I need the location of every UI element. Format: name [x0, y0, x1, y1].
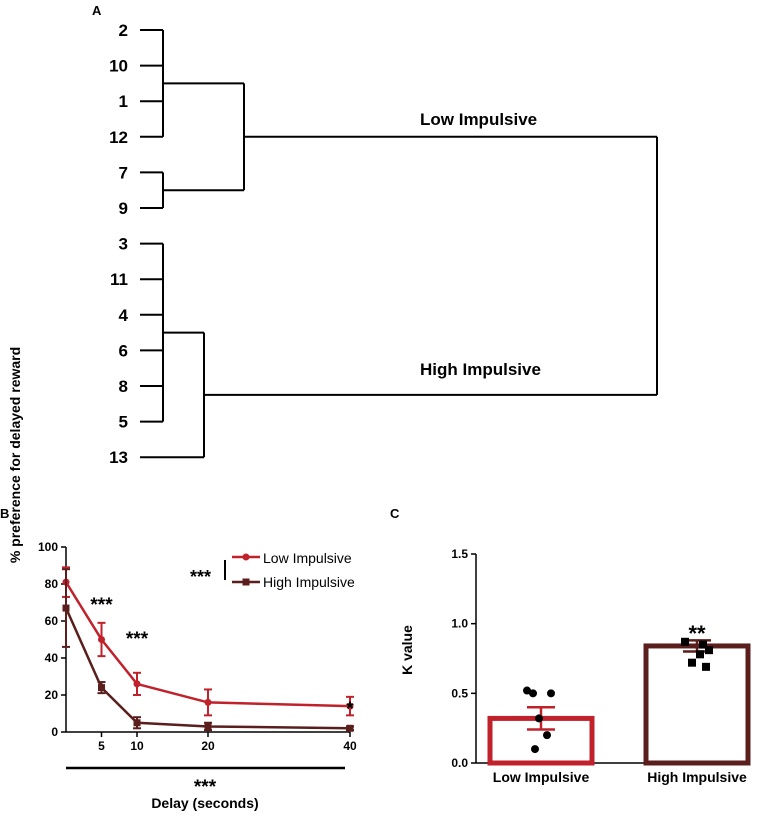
- x-tick-label: 20: [201, 739, 215, 753]
- y-tick-label-c: 0.5: [451, 686, 468, 700]
- leaf-label: 1: [119, 92, 128, 111]
- y-tick-label-c: 1.0: [451, 617, 468, 631]
- legend-marker-high: [242, 578, 250, 586]
- leaf-label: 9: [119, 199, 128, 218]
- significance-annotation: *: [346, 699, 354, 720]
- leaf-label: 6: [119, 341, 128, 360]
- data-point-c: [699, 640, 707, 649]
- data-point-c: [688, 658, 696, 667]
- leaf-label: 7: [119, 163, 128, 182]
- leaf-label: 5: [119, 413, 128, 432]
- leaf-label: 12: [109, 128, 128, 147]
- data-point-c: [523, 686, 531, 695]
- y-tick-label-c: 1.5: [451, 547, 468, 561]
- data-point-c: [705, 646, 713, 655]
- data-point: [133, 680, 141, 688]
- y-tick-label-c: 0.0: [451, 756, 468, 770]
- leaf-label: 10: [109, 57, 128, 76]
- y-tick-label: 100: [38, 540, 58, 554]
- leaf-label: 13: [109, 448, 128, 467]
- legend-label-high: High Impulsive: [263, 574, 355, 590]
- legend-marker-low: [242, 553, 250, 561]
- significance-annotation: ***: [90, 595, 113, 616]
- data-point-c: [529, 689, 537, 698]
- x-category-label: High Impulsive: [647, 769, 747, 785]
- legend-label-low: Low Impulsive: [263, 550, 352, 566]
- data-point-c: [696, 650, 704, 659]
- data-point-c: [535, 714, 543, 723]
- panel-label-b: B: [0, 506, 9, 521]
- data-point: [346, 702, 354, 710]
- cluster-label-low: Low Impulsive: [420, 110, 537, 129]
- x-tick-label: 40: [343, 739, 357, 753]
- y-tick-label: 0: [51, 725, 58, 739]
- x-axis-label: Delay (seconds): [151, 795, 258, 811]
- y-tick-label: 40: [45, 651, 59, 665]
- data-point-c: [547, 689, 555, 698]
- data-point: [204, 722, 212, 730]
- data-point-c: [702, 662, 710, 671]
- y-tick-label: 80: [45, 577, 59, 591]
- y-tick-label: 60: [45, 614, 59, 628]
- dendrogram: Low Impulsive High Impulsive 2 10 1 12 7 9 3 11…: [109, 21, 658, 467]
- data-point-c: [681, 637, 689, 646]
- x-category-label: Low Impulsive: [493, 769, 590, 785]
- data-point: [98, 636, 105, 643]
- data-point: [98, 684, 105, 692]
- data-point: [133, 719, 141, 727]
- y-axis-label-c: K value: [399, 625, 415, 675]
- x-tick-label: 5: [98, 739, 105, 753]
- legend-significance: ***: [190, 567, 211, 587]
- data-point: [346, 724, 354, 732]
- leaf-label: 8: [119, 377, 128, 396]
- leaf-label: 3: [119, 235, 128, 254]
- significance-annotation: ***: [126, 629, 149, 650]
- leaf-label: 2: [119, 21, 128, 40]
- data-point: [62, 604, 70, 612]
- panel-label-c: C: [390, 506, 400, 521]
- bar: [643, 643, 751, 766]
- data-point-c: [531, 745, 539, 754]
- x-tick-label: 10: [130, 739, 144, 753]
- overall-significance: ***: [194, 777, 217, 798]
- leaf-label: 4: [119, 306, 129, 325]
- data-point-c: [543, 731, 551, 740]
- cluster-label-high: High Impulsive: [420, 360, 541, 379]
- line-chart: % preference for delayed reward Delay (s…: [7, 347, 357, 811]
- panel-label-a: A: [92, 3, 102, 18]
- y-axis-label: % preference for delayed reward: [7, 347, 23, 563]
- y-tick-label: 20: [45, 688, 59, 702]
- leaf-label: 11: [110, 270, 128, 289]
- data-point: [204, 698, 212, 706]
